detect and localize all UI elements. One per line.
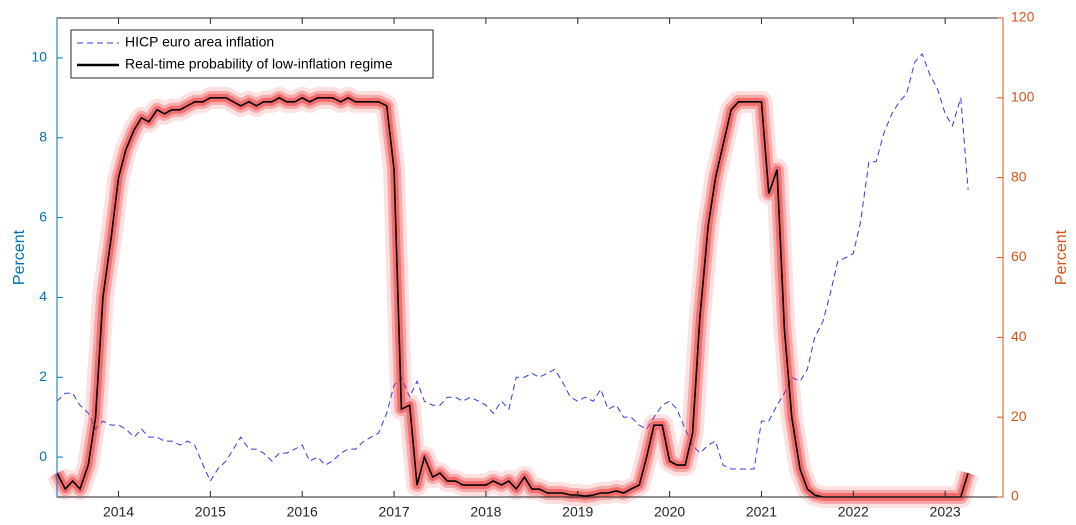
legend-label: Real-time probability of low-inflation r… — [125, 56, 393, 72]
x-tick-label: 2016 — [287, 504, 318, 520]
y2-tick-label: 120 — [1011, 9, 1035, 25]
y-tick-label: 4 — [39, 288, 47, 304]
y2-tick-label: 80 — [1011, 168, 1027, 184]
x-tick-label: 2023 — [930, 504, 961, 520]
y-tick-label: 8 — [39, 128, 47, 144]
x-tick-label: 2020 — [654, 504, 685, 520]
legend-label: HICP euro area inflation — [125, 34, 274, 50]
y2-tick-label: 60 — [1011, 248, 1027, 264]
y2-tick-label: 100 — [1011, 89, 1035, 105]
y-tick-label: 0 — [39, 448, 47, 464]
x-tick-label: 2018 — [470, 504, 501, 520]
y-axis-label: Percent — [11, 229, 28, 285]
x-tick-label: 2017 — [378, 504, 409, 520]
y2-axis-label: Percent — [1053, 229, 1070, 285]
y2-tick-label: 0 — [1011, 488, 1019, 504]
x-tick-label: 2014 — [103, 504, 134, 520]
y-tick-label: 10 — [31, 49, 47, 65]
y-tick-label: 6 — [39, 208, 47, 224]
x-tick-label: 2015 — [195, 504, 226, 520]
y2-tick-label: 40 — [1011, 328, 1027, 344]
x-tick-label: 2019 — [562, 504, 593, 520]
x-tick-label: 2021 — [746, 504, 777, 520]
y-tick-label: 2 — [39, 368, 47, 384]
series-line — [56, 96, 969, 498]
y2-tick-label: 20 — [1011, 408, 1027, 424]
x-tick-label: 2022 — [838, 504, 869, 520]
legend-box — [70, 29, 434, 79]
